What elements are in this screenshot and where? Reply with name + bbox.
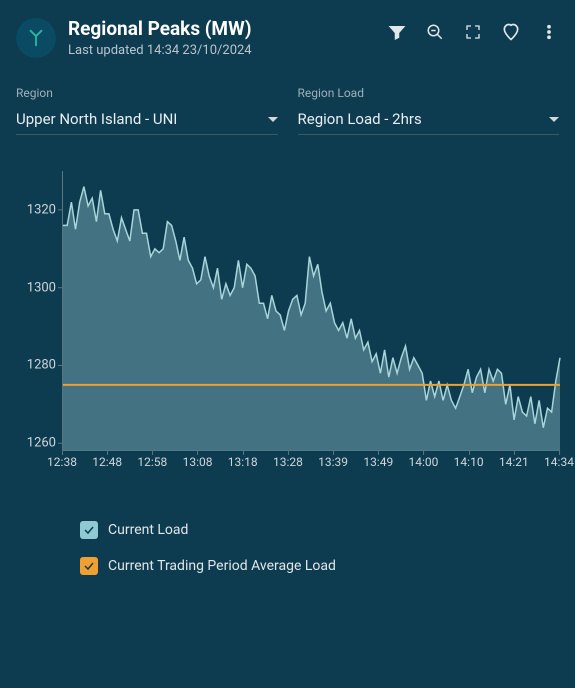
- filter-icon[interactable]: [387, 22, 407, 42]
- zoom-out-icon[interactable]: [425, 22, 445, 42]
- chevron-down-icon: [549, 117, 559, 122]
- region-load-label: Region Load: [298, 86, 560, 100]
- x-tick-label: 12:58: [137, 455, 167, 469]
- legend-label: Current Trading Period Average Load: [108, 558, 336, 574]
- x-tick-label: 12:38: [47, 455, 77, 469]
- current-load-area: [63, 187, 560, 451]
- y-tick-label: 1280: [27, 358, 56, 373]
- page-title: Regional Peaks (MW): [68, 18, 375, 41]
- legend-checkbox[interactable]: [80, 521, 98, 539]
- y-tick-label: 1260: [27, 436, 56, 451]
- region-select[interactable]: Upper North Island - UNI: [16, 106, 278, 135]
- x-tick-label: 14:10: [454, 455, 484, 469]
- last-updated: Last updated 14:34 23/10/2024: [68, 43, 375, 58]
- x-tick-label: 13:18: [228, 455, 258, 469]
- region-label: Region: [16, 86, 278, 100]
- chevron-down-icon: [268, 117, 278, 122]
- legend-item: Current Trading Period Average Load: [80, 557, 559, 575]
- x-tick-label: 13:28: [273, 455, 303, 469]
- x-tick-label: 13:08: [183, 455, 213, 469]
- y-tick-label: 1320: [27, 202, 56, 217]
- more-icon[interactable]: [539, 22, 559, 42]
- x-tick-label: 14:21: [499, 455, 529, 469]
- y-tick-label: 1300: [27, 280, 56, 295]
- favorite-icon[interactable]: [501, 22, 521, 42]
- legend-label: Current Load: [108, 522, 188, 538]
- region-load-select[interactable]: Region Load - 2hrs: [298, 106, 560, 135]
- fullscreen-icon[interactable]: [463, 22, 483, 42]
- legend-checkbox[interactable]: [80, 557, 98, 575]
- x-tick-label: 13:39: [318, 455, 348, 469]
- app-logo: [16, 18, 56, 58]
- x-tick-label: 14:34: [544, 455, 574, 469]
- load-chart: 1260 1280 1300 1320 12:38 12:48 12:58 13:08 13:…: [16, 171, 559, 491]
- x-tick-label: 12:48: [92, 455, 122, 469]
- x-tick-label: 14:00: [409, 455, 439, 469]
- region-select-value: Upper North Island - UNI: [16, 110, 177, 128]
- branch-icon: [25, 27, 47, 49]
- legend-item: Current Load: [80, 521, 559, 539]
- x-tick-label: 13:49: [363, 455, 393, 469]
- region-load-select-value: Region Load - 2hrs: [298, 110, 422, 128]
